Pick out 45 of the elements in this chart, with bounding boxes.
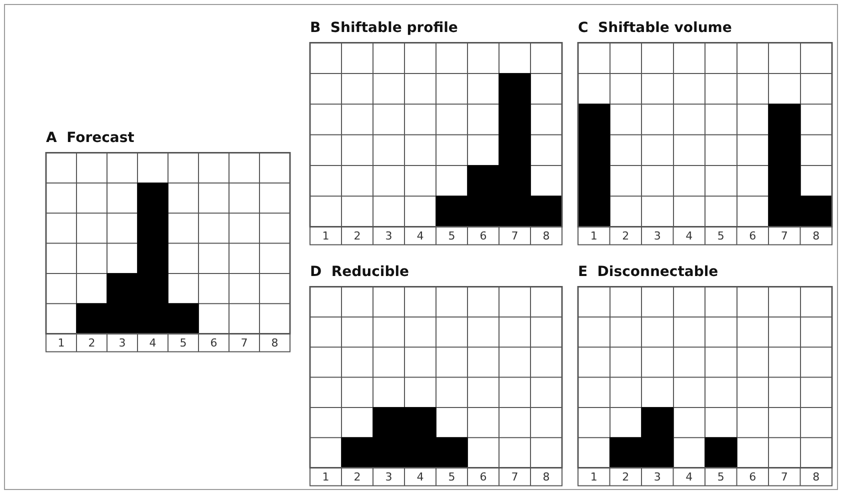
- x-tick-label: 1: [58, 336, 65, 350]
- x-tick-label: 2: [354, 470, 361, 484]
- x-tick-label: 7: [240, 336, 248, 350]
- x-tick-label: 5: [180, 336, 187, 350]
- x-tick-label: 3: [118, 336, 126, 350]
- chart-title: B Shiftable profile: [310, 20, 458, 36]
- x-tick-label: 2: [88, 336, 96, 350]
- x-tick-label: 6: [210, 336, 218, 350]
- x-tick-label: 3: [654, 470, 661, 484]
- x-tick-label: 4: [686, 470, 693, 484]
- x-tick-label: 6: [749, 470, 756, 484]
- x-tick-label: 7: [511, 229, 518, 242]
- x-tick-label: 5: [448, 229, 456, 242]
- x-tick-label: 6: [749, 229, 756, 242]
- x-tick-label: 6: [480, 229, 487, 242]
- x-tick-label: 4: [686, 229, 693, 242]
- x-tick-label: 4: [416, 470, 424, 484]
- x-tick-label: 6: [480, 470, 487, 484]
- chart-title: D Reducible: [310, 264, 410, 280]
- x-tick-label: 8: [271, 336, 278, 350]
- x-tick-label: 1: [590, 470, 598, 484]
- chart-title: C Shiftable volume: [578, 20, 732, 36]
- x-tick-label: 7: [511, 470, 518, 484]
- x-tick-label: 2: [622, 470, 630, 484]
- x-tick-label: 8: [542, 229, 550, 242]
- x-tick-label: 1: [322, 470, 330, 484]
- x-tick-label: 3: [385, 470, 392, 484]
- x-tick-label: 5: [717, 470, 724, 484]
- x-tick-label: 8: [812, 229, 820, 242]
- x-tick-label: 5: [448, 470, 456, 484]
- x-tick-label: 8: [812, 470, 820, 484]
- x-tick-label: 5: [717, 229, 724, 242]
- x-tick-label: 8: [542, 470, 550, 484]
- x-tick-label: 7: [780, 470, 788, 484]
- chart-title: A Forecast: [46, 130, 135, 146]
- x-tick-label: 1: [590, 229, 598, 242]
- x-tick-label: 3: [654, 229, 661, 242]
- x-tick-label: 4: [416, 229, 424, 242]
- x-tick-label: 1: [322, 229, 330, 242]
- x-tick-label: 2: [622, 229, 630, 242]
- x-tick-label: 4: [149, 336, 156, 350]
- x-tick-label: 2: [354, 229, 361, 242]
- x-tick-label: 7: [780, 229, 788, 242]
- x-tick-label: 3: [385, 229, 392, 242]
- chart-title: E Disconnectable: [578, 264, 718, 280]
